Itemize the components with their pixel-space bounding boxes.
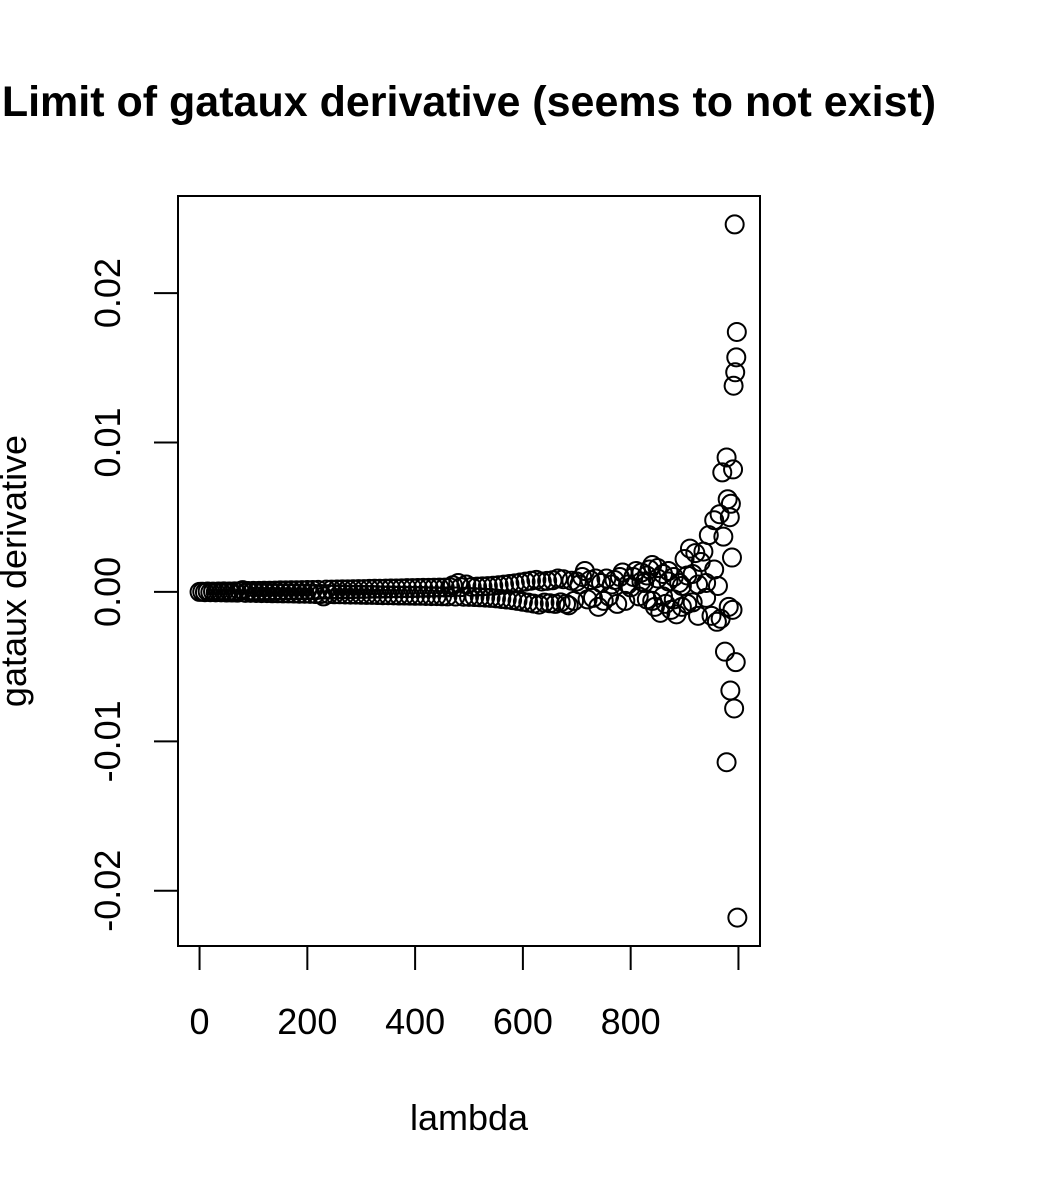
y-tick-label: -0.02	[87, 850, 128, 932]
data-point	[246, 582, 267, 603]
x-tick-label: 600	[493, 1001, 553, 1042]
data-point	[688, 605, 709, 626]
data-point	[724, 214, 745, 235]
data-point	[724, 698, 745, 719]
x-tick-label: 200	[277, 1001, 337, 1042]
data-point	[721, 547, 742, 568]
data-point	[707, 575, 728, 596]
data-point	[723, 375, 744, 396]
data-point	[716, 752, 737, 773]
y-tick-label: 0.01	[87, 407, 128, 477]
data-point	[709, 504, 730, 525]
data-point	[701, 605, 722, 626]
data-point	[716, 447, 737, 468]
x-axis: 0 200 400 600 800	[190, 945, 740, 1042]
x-axis-label: lambda	[410, 1097, 529, 1138]
data-point	[720, 493, 741, 514]
data-point	[593, 590, 614, 611]
x-tick-label: 400	[385, 1001, 445, 1042]
data-point	[647, 568, 668, 589]
data-point	[718, 596, 739, 617]
data-point	[235, 582, 256, 603]
chart-title: Limit of gataux derivative (seems to not…	[2, 78, 936, 126]
y-axis-label: gataux derivative	[0, 435, 34, 707]
data-point	[727, 907, 748, 928]
data-point	[631, 571, 652, 592]
data-point	[267, 583, 288, 604]
data-point	[628, 586, 649, 607]
data-point	[726, 347, 747, 368]
data-point	[588, 596, 609, 617]
data-point	[556, 593, 576, 614]
data-point	[704, 559, 725, 580]
data-point	[679, 538, 700, 559]
data-point	[642, 590, 663, 611]
y-tick-label: 0.02	[87, 258, 128, 328]
data-point	[647, 558, 668, 579]
data-point	[448, 572, 469, 593]
data-point	[240, 582, 261, 603]
data-point	[243, 580, 264, 601]
data-point	[615, 590, 636, 611]
data-point	[726, 321, 747, 342]
data-point	[238, 581, 259, 602]
data-point	[658, 561, 679, 581]
data-point	[663, 589, 684, 610]
data-point	[636, 565, 657, 586]
data-point	[714, 641, 735, 662]
data-point	[248, 580, 269, 601]
data-point	[674, 549, 695, 570]
data-point	[722, 599, 743, 620]
data-point	[653, 586, 673, 607]
y-tick-label: 0.00	[87, 557, 128, 627]
y-tick-label: -0.01	[87, 700, 128, 782]
data-point	[262, 583, 283, 604]
data-point	[682, 592, 703, 613]
data-point	[723, 459, 744, 480]
data-point	[558, 595, 579, 616]
data-point	[704, 510, 725, 531]
data-point	[254, 580, 275, 601]
data-point	[256, 583, 277, 604]
x-tick-label: 0	[190, 1001, 210, 1042]
data-point	[677, 565, 698, 586]
data-point	[437, 586, 458, 607]
data-point	[270, 580, 291, 601]
data-point	[713, 526, 734, 547]
data-point	[725, 362, 746, 383]
data-point	[259, 580, 280, 601]
data-point	[265, 580, 285, 601]
x-tick-label: 800	[601, 1001, 661, 1042]
data-point	[607, 593, 628, 614]
plot-box	[177, 195, 761, 947]
data-point	[251, 583, 272, 604]
data-point	[725, 652, 746, 673]
data-point	[712, 462, 733, 483]
data-point	[719, 507, 740, 528]
data-point	[706, 611, 727, 632]
y-axis: -0.02 -0.01 0.00 0.01 0.02	[87, 258, 179, 932]
points-layer	[189, 214, 748, 928]
data-point	[720, 680, 741, 701]
